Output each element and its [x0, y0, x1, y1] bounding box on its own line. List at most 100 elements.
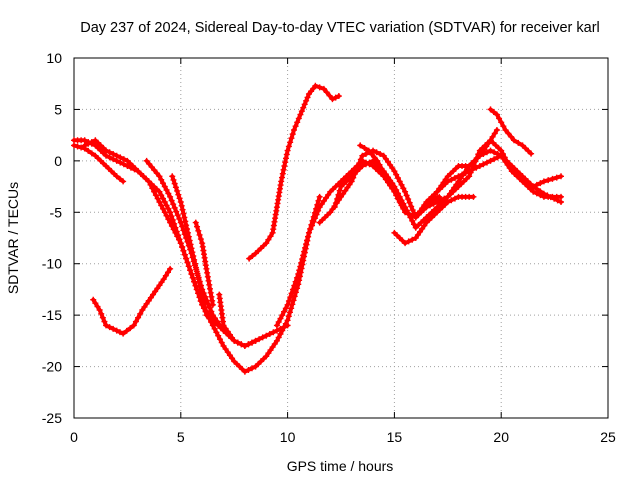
data-point	[406, 199, 413, 206]
data-point	[545, 177, 552, 184]
data-point	[286, 309, 293, 316]
y-tick-label: -25	[42, 410, 62, 426]
data-point	[382, 173, 389, 180]
data-point	[120, 161, 127, 168]
data-point	[161, 199, 168, 205]
data-point	[451, 184, 458, 191]
data-point	[505, 130, 512, 137]
data-point	[278, 174, 285, 181]
data-point	[127, 325, 134, 332]
data-point	[387, 181, 394, 187]
data-point	[174, 187, 181, 194]
data-point	[174, 212, 181, 219]
data-point	[297, 111, 304, 118]
data-point	[99, 314, 106, 321]
data-point	[172, 229, 179, 236]
data-point	[281, 324, 288, 331]
data-point	[294, 119, 301, 126]
data-point	[177, 199, 184, 205]
data-point	[298, 108, 305, 115]
data-point	[374, 157, 381, 164]
data-point	[160, 205, 166, 212]
data-point	[296, 267, 303, 274]
data-point	[265, 236, 272, 243]
data-point	[291, 293, 298, 300]
data-point	[277, 325, 284, 332]
data-point	[291, 127, 298, 133]
data-point	[275, 334, 282, 341]
data-point	[290, 297, 297, 304]
data-point	[320, 197, 327, 204]
data-point	[410, 221, 417, 228]
data-point	[188, 271, 195, 277]
data-point	[491, 156, 498, 163]
data-point	[302, 244, 309, 251]
data-point	[170, 201, 177, 208]
data-point	[396, 178, 403, 185]
data-point	[285, 313, 292, 320]
data-point	[120, 156, 127, 163]
data-point	[188, 245, 195, 252]
data-point	[173, 208, 180, 215]
data-point	[71, 142, 77, 149]
y-tick-label: 5	[54, 101, 62, 117]
data-point	[189, 249, 196, 256]
data-point	[282, 155, 289, 162]
data-point	[498, 119, 505, 126]
data-point	[267, 233, 274, 240]
data-point	[213, 329, 220, 336]
data-point	[222, 325, 229, 332]
y-tick-label: -15	[42, 307, 62, 323]
x-axis-label: GPS time / hours	[287, 458, 394, 474]
data-point	[206, 281, 213, 288]
data-point	[206, 285, 213, 292]
data-point	[408, 203, 415, 210]
data-point	[117, 159, 124, 166]
data-point	[487, 106, 494, 113]
data-point	[245, 367, 252, 373]
data-point	[172, 184, 179, 191]
data-point	[216, 321, 223, 328]
data-point	[190, 253, 197, 259]
data-point	[444, 193, 451, 200]
x-tick-label: 0	[70, 429, 78, 445]
data-point	[380, 152, 387, 159]
data-point	[469, 165, 476, 172]
data-point	[214, 318, 221, 325]
data-point	[263, 240, 270, 247]
data-point	[177, 240, 184, 247]
data-point	[303, 241, 310, 248]
data-point	[409, 236, 416, 243]
data-point	[280, 166, 287, 173]
data-point	[357, 142, 364, 149]
data-point	[178, 202, 185, 209]
data-point	[402, 188, 409, 195]
data-point	[389, 165, 396, 172]
data-point	[191, 278, 198, 285]
data-point	[143, 300, 150, 307]
data-point	[409, 207, 416, 214]
data-point	[161, 209, 168, 216]
data-point	[123, 327, 130, 334]
data-point	[81, 137, 88, 144]
series-arc-5	[169, 173, 210, 319]
data-point	[113, 327, 120, 334]
data-point	[150, 291, 157, 298]
data-point	[366, 159, 373, 166]
data-point	[394, 175, 401, 181]
data-point	[176, 195, 183, 202]
series-arc-8	[90, 265, 174, 337]
data-point	[103, 152, 110, 159]
data-point	[204, 273, 211, 280]
data-point	[153, 170, 160, 177]
data-point	[200, 299, 207, 306]
data-point	[141, 303, 148, 310]
data-point	[132, 318, 139, 325]
data-point	[405, 211, 412, 217]
data-point	[164, 269, 171, 276]
data-point	[344, 184, 351, 191]
data-point	[446, 190, 453, 197]
series-line	[217, 292, 258, 348]
data-point	[549, 175, 556, 182]
series-arc-15	[423, 147, 565, 211]
